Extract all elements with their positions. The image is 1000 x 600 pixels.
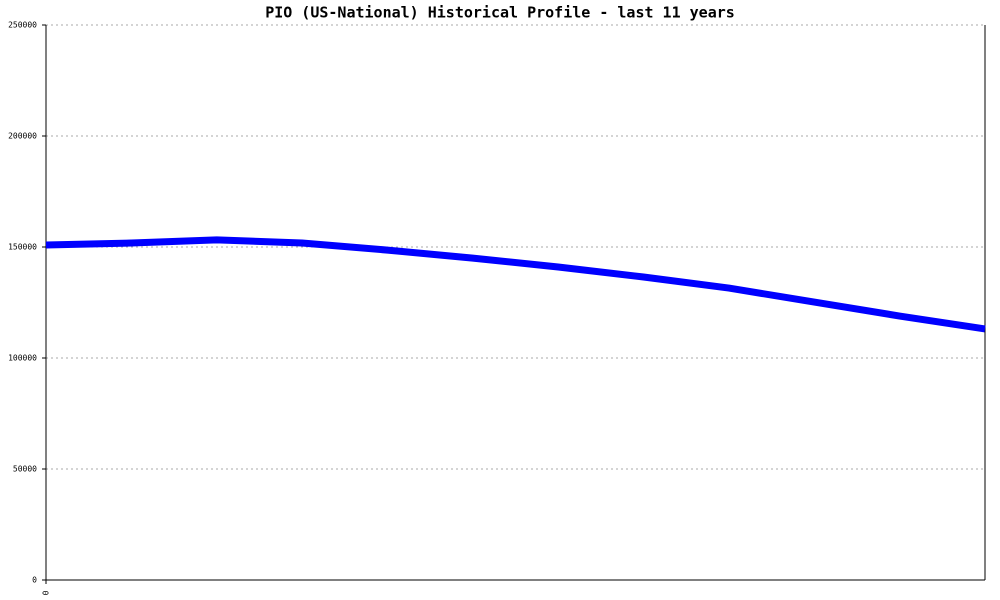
x-tick-label: 0 <box>42 590 51 595</box>
y-tick-label: 50000 <box>13 465 37 474</box>
y-tick-label: 250000 <box>8 21 37 30</box>
y-tick-label: 0 <box>32 576 37 585</box>
y-tick-label: 100000 <box>8 354 37 363</box>
y-tick-label: 150000 <box>8 243 37 252</box>
chart-title: PIO (US-National) Historical Profile - l… <box>265 4 735 22</box>
data-line <box>45 236 986 333</box>
y-tick-label: 200000 <box>8 132 37 141</box>
